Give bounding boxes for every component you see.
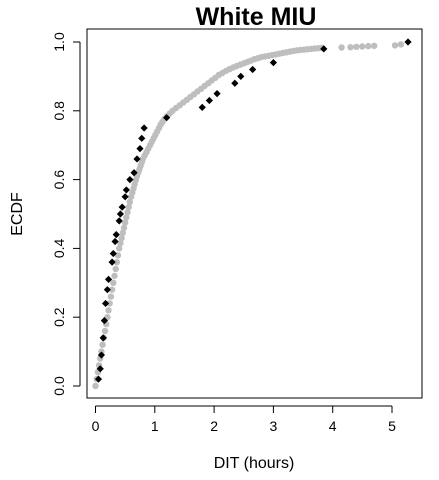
gray-point xyxy=(92,382,99,390)
black-diamond-point xyxy=(122,186,130,194)
black-diamond-point xyxy=(118,203,126,211)
black-diamond-point xyxy=(138,134,146,142)
black-diamond-point xyxy=(99,334,107,342)
black-diamond-point xyxy=(231,79,239,87)
black-diamond-point xyxy=(130,169,138,177)
gray-point xyxy=(359,43,366,50)
gray-point xyxy=(125,203,132,211)
black-diamond-point xyxy=(115,217,123,225)
black-diamond-point xyxy=(108,258,116,266)
y-tick-label: 1.0 xyxy=(51,32,67,52)
y-tick-label: 0.4 xyxy=(51,238,67,258)
black-diamond-point xyxy=(140,124,148,132)
gray-point xyxy=(108,286,116,293)
black-diamond-point xyxy=(103,286,111,294)
gray-point xyxy=(391,42,399,49)
gray-point xyxy=(365,42,372,50)
gray-point xyxy=(118,234,125,242)
black-diamond-point xyxy=(136,145,144,153)
gray-point xyxy=(107,293,115,300)
y-tick-label: 0.6 xyxy=(51,170,67,190)
gray-point xyxy=(120,224,128,231)
black-diamond-point xyxy=(116,210,125,218)
black-diamond-point xyxy=(126,176,134,184)
gray-point xyxy=(124,209,131,216)
y-tick-label: 0.8 xyxy=(51,101,67,121)
y-tick-label: 0.0 xyxy=(51,376,67,396)
gray-point xyxy=(347,44,354,51)
gray-point xyxy=(113,259,121,266)
x-axis: 0 1 2 3 4 5 xyxy=(92,405,396,434)
x-tick-label: 4 xyxy=(329,418,337,434)
black-diamond-point xyxy=(121,193,129,201)
gray-point xyxy=(101,327,109,335)
black-diamond-point xyxy=(237,72,245,80)
black-diamond-point xyxy=(320,45,328,53)
chart-title: White MIU xyxy=(196,3,317,31)
x-tick-label: 2 xyxy=(210,418,218,434)
y-axis: 0.0 0.2 0.4 0.6 0.8 1.0 xyxy=(51,32,81,396)
x-tick-label: 0 xyxy=(92,418,100,434)
black-diamond-point xyxy=(133,155,141,163)
gray-point xyxy=(119,229,127,237)
gray-point xyxy=(99,341,106,348)
gray-point xyxy=(110,279,117,286)
x-tick-label: 3 xyxy=(270,418,278,434)
gray-point xyxy=(123,214,130,221)
x-axis-label: DIT (hours) xyxy=(214,455,295,472)
black-diamond-point xyxy=(94,375,103,383)
gray-point xyxy=(122,219,129,226)
gray-point xyxy=(111,272,118,280)
black-diamond-point xyxy=(109,249,117,258)
black-diamond-point xyxy=(100,317,108,325)
gray-point xyxy=(353,43,360,50)
chart-marks xyxy=(92,38,412,390)
y-axis-label: ECDF xyxy=(9,192,26,236)
black-diamond-point xyxy=(111,237,119,246)
black-diamond-point xyxy=(97,351,106,359)
black-diamond-point xyxy=(213,90,221,98)
gray-point xyxy=(117,240,124,247)
black-diamond-point xyxy=(249,65,257,74)
gray-point xyxy=(126,198,134,206)
black-diamond-point xyxy=(101,299,110,308)
gray-point xyxy=(106,300,113,307)
black-diamond-point xyxy=(269,59,277,67)
gray-point xyxy=(371,42,378,49)
black-diamond-point xyxy=(163,114,171,122)
gray-point xyxy=(105,307,112,314)
gray-point xyxy=(116,245,123,252)
x-tick-label: 5 xyxy=(388,418,396,434)
x-tick-label: 1 xyxy=(151,418,159,434)
black-diamond-point xyxy=(404,38,412,46)
y-tick-label: 0.2 xyxy=(51,307,67,327)
black-diamond-point xyxy=(112,231,120,239)
gray-point xyxy=(397,41,405,48)
gray-point xyxy=(112,265,119,273)
black-diamond-point xyxy=(104,275,113,283)
black-diamond-point xyxy=(205,96,213,105)
black-diamond-point xyxy=(198,103,206,111)
plot-frame xyxy=(86,28,423,399)
black-diamond-point xyxy=(96,365,104,373)
gray-point xyxy=(338,44,345,51)
